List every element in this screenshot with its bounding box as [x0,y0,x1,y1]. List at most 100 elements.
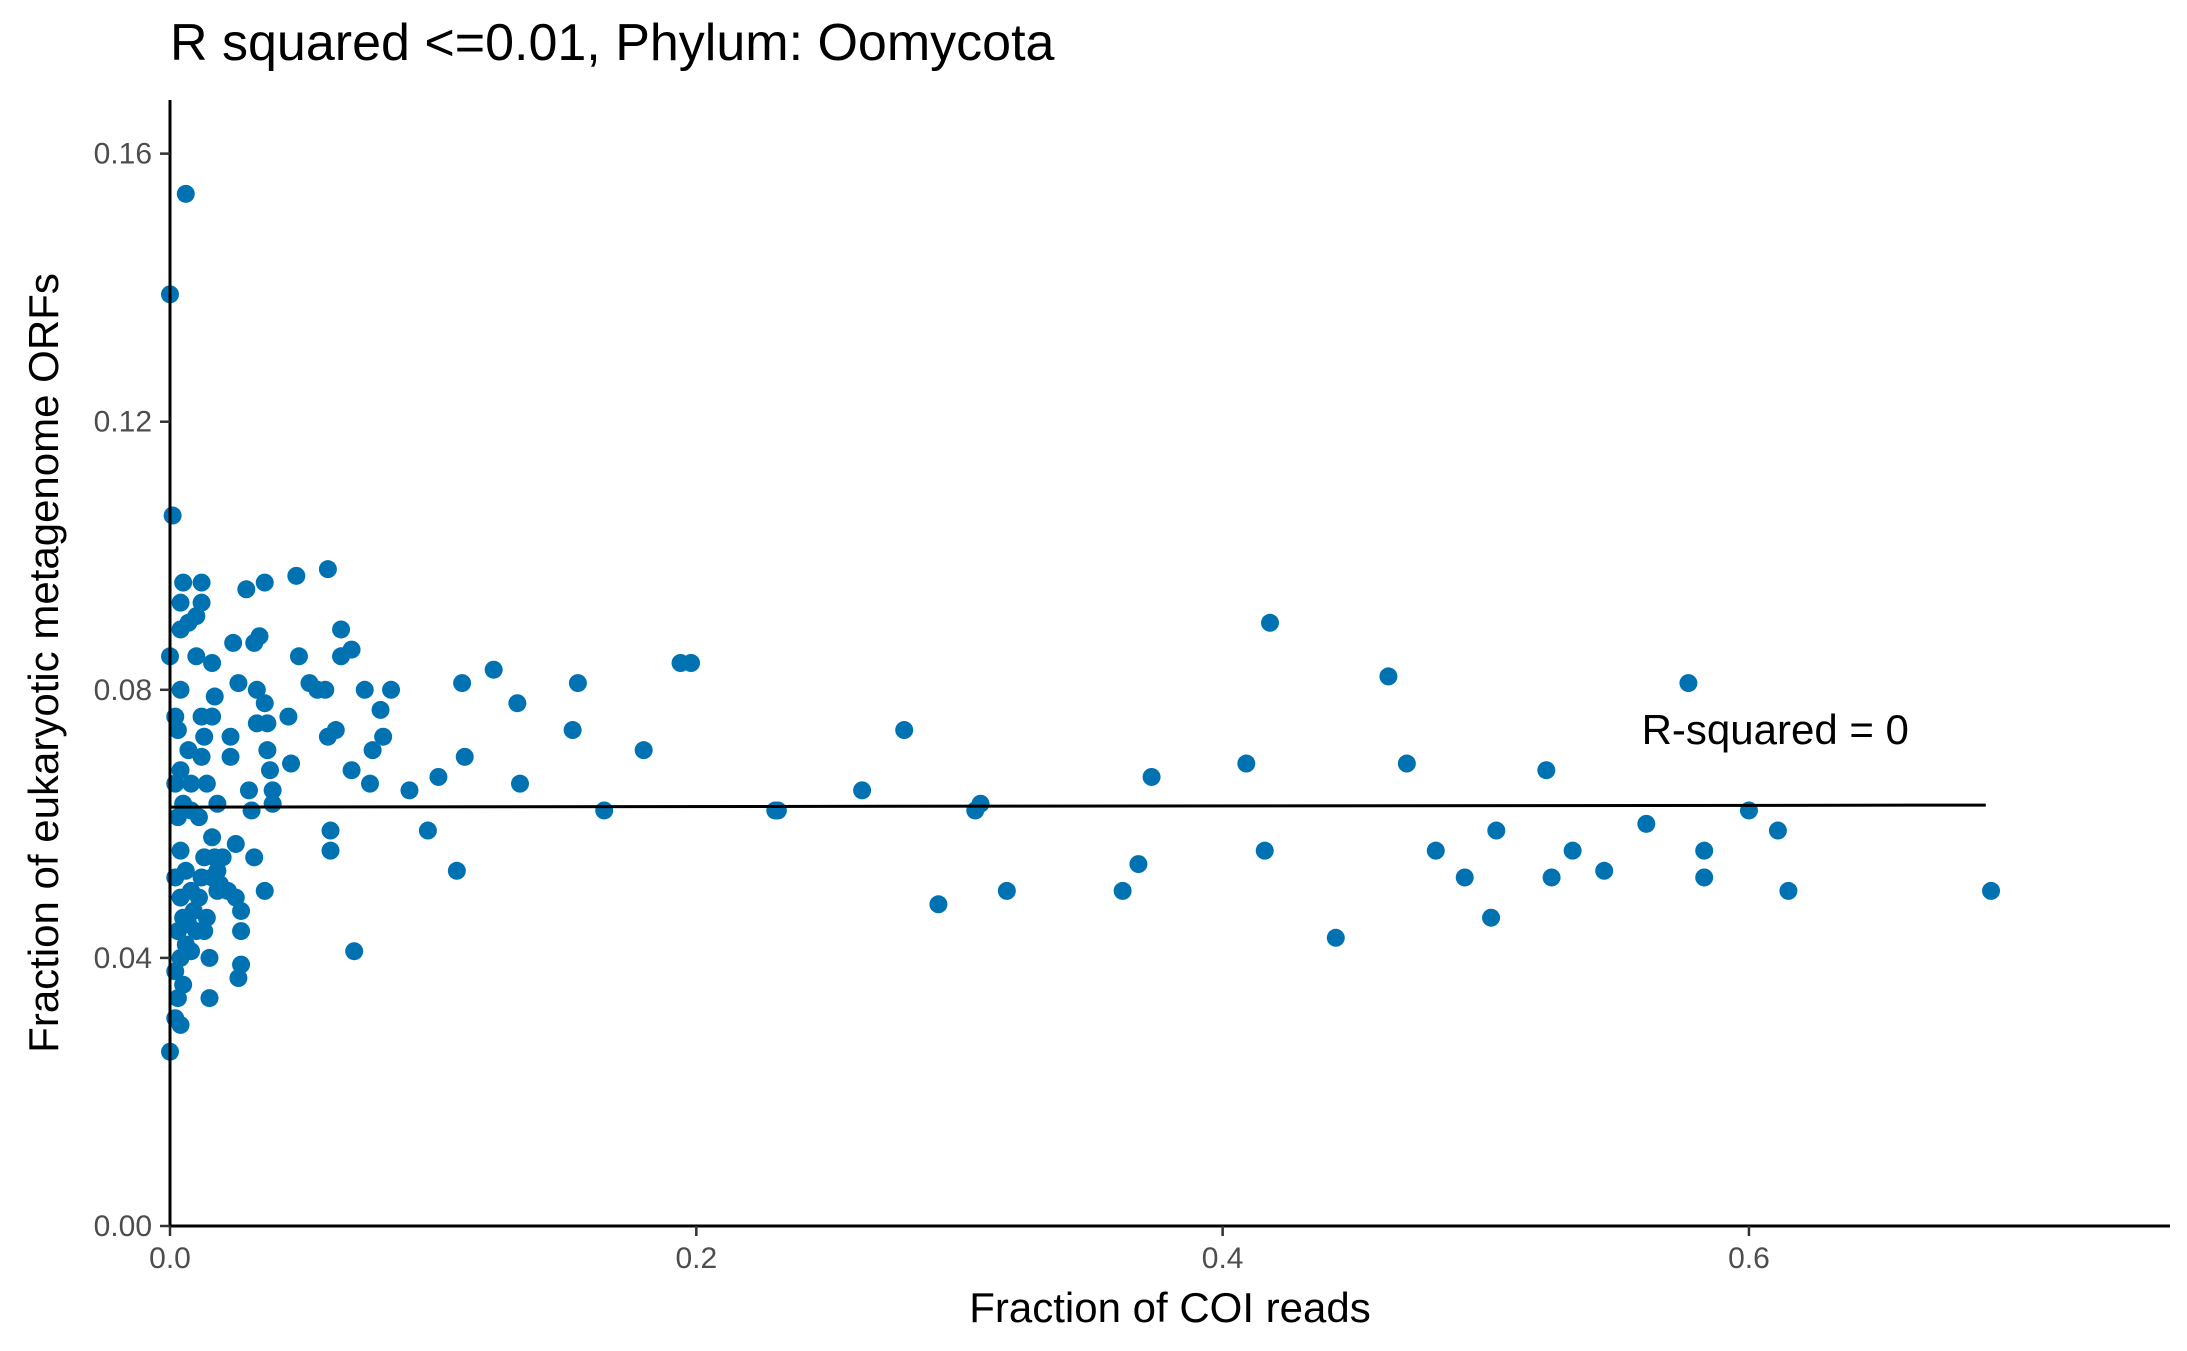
data-point [1142,767,1161,786]
data-point [187,607,206,626]
data-point [1255,841,1274,860]
data-point [1542,868,1561,887]
data-point [232,955,251,974]
data-point [205,687,224,706]
data-point [200,948,219,967]
data-point [289,647,308,666]
data-point [197,774,216,793]
data-point [287,566,306,585]
r-squared-annotation: R-squared = 0 [1642,706,1909,753]
data-point [1563,841,1582,860]
data-point [997,881,1016,900]
data-point [321,821,340,840]
y-tick-label: 0.04 [94,942,152,975]
data-point [171,1015,190,1034]
data-point [382,680,401,699]
data-point [345,942,364,961]
data-points [161,184,2001,1061]
data-point [1637,814,1656,833]
data-point [447,861,466,880]
x-axis-title: Fraction of COI reads [969,1284,1370,1331]
data-point [232,901,251,920]
data-point [1113,881,1132,900]
data-point [182,774,201,793]
data-point [568,674,587,693]
data-point [768,801,787,820]
data-point [221,747,240,766]
y-tick-label: 0.00 [94,1210,152,1243]
data-point [1129,855,1148,874]
data-point [316,680,335,699]
data-point [1779,881,1798,900]
data-point [1768,821,1787,840]
data-point [318,560,337,579]
data-point [171,841,190,860]
data-point [282,754,301,773]
data-point [258,714,277,733]
data-point [1261,613,1279,632]
data-point [511,774,529,793]
data-point [634,741,653,760]
data-point [213,848,232,867]
data-point [168,721,187,740]
data-point [1695,868,1714,887]
data-point [321,841,340,860]
data-point [326,721,345,740]
data-point [929,895,948,914]
data-point [484,660,503,679]
data-point [195,727,214,746]
x-tick-label: 0.4 [1202,1242,1244,1275]
x-tick-label: 0.0 [149,1242,191,1275]
fit-line-layer [169,803,1986,809]
data-point [279,707,298,726]
x-axis-ticks: 0.0 0.2 0.4 0.6 [149,1226,1770,1275]
data-point [200,989,219,1008]
data-point [263,794,282,813]
data-point [174,573,193,592]
data-point [221,727,240,746]
data-point [853,781,872,800]
data-point [682,654,701,672]
data-point [192,573,211,592]
data-point [1397,754,1416,773]
data-point [168,808,187,827]
regression-line [169,803,1986,809]
data-point [203,828,222,847]
y-axis-title: Fraction of eukaryotic metagenome ORFs [20,273,67,1053]
data-point [197,908,216,927]
data-point [229,969,248,988]
data-point [1537,761,1556,780]
data-point [332,620,351,639]
data-point [1426,841,1445,860]
data-point [1237,754,1256,773]
data-point [400,781,419,800]
data-point [374,727,393,746]
data-point [453,674,472,693]
data-point [176,184,195,203]
data-point [1679,674,1698,693]
data-point [232,922,251,941]
data-point [508,694,527,713]
data-point [1326,928,1345,947]
data-point [261,761,279,780]
data-point [189,888,208,907]
chart-title: R squared <=0.01, Phylum: Oomycota [170,14,1055,72]
data-point [239,781,258,800]
data-point [418,821,437,840]
data-point [168,989,187,1008]
data-point [189,808,208,827]
data-point [226,834,245,853]
data-point [182,942,201,961]
data-point [1487,821,1506,840]
data-point [208,794,227,813]
data-point [171,593,190,612]
data-point [237,580,256,599]
data-point [361,774,379,793]
data-point [224,633,243,652]
data-point [195,922,214,941]
x-tick-label: 0.6 [1728,1242,1770,1275]
data-point [342,640,361,659]
data-point [363,741,382,760]
data-point [192,747,211,766]
